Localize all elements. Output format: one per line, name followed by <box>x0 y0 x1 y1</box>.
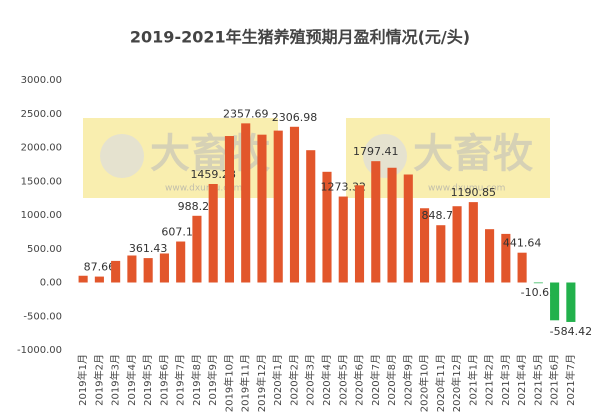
bar <box>387 167 397 283</box>
value-label: 2306.98 <box>272 111 318 124</box>
value-label: 988.27 <box>178 200 217 213</box>
bar <box>354 185 365 283</box>
value-label: -584.42 <box>550 325 592 338</box>
x-tick-label: 2020年5月 <box>336 354 349 406</box>
x-tick-label: 2021年2月 <box>483 354 496 406</box>
x-tick-label: 2021年1月 <box>466 354 479 406</box>
bar <box>371 161 381 283</box>
value-label: 361.43 <box>129 242 168 255</box>
x-tick-label: 2020年3月 <box>304 354 317 406</box>
bar <box>306 150 316 283</box>
value-label: 2357.69 <box>223 107 269 120</box>
y-tick-label: -1000.00 <box>17 345 62 356</box>
value-label: 87.66 <box>84 261 116 274</box>
y-tick-label: 3000.00 <box>21 75 62 86</box>
bar <box>159 253 169 283</box>
bar <box>241 123 251 283</box>
y-tick-label: -500.00 <box>23 311 62 322</box>
x-tick-label: 2020年10月 <box>418 354 431 412</box>
x-tick-label: 2021年7月 <box>564 354 577 406</box>
bar <box>289 126 300 283</box>
value-label: 607.11 <box>161 226 200 239</box>
x-tick-label: 2019年3月 <box>109 354 122 406</box>
bar <box>143 258 153 283</box>
x-tick-label: 2020年12月 <box>450 354 463 412</box>
x-tick-label: 2019年9月 <box>206 354 219 406</box>
x-tick-label: 2019年10月 <box>222 354 235 412</box>
value-label: 1459.28 <box>190 168 236 181</box>
x-tick-label: 2019年5月 <box>141 354 154 406</box>
bar <box>501 233 511 283</box>
x-tick-label: 2019年6月 <box>157 354 170 406</box>
bar <box>517 252 527 283</box>
bar <box>208 183 218 283</box>
x-tick-label: 2019年2月 <box>92 354 105 406</box>
bar <box>436 225 446 283</box>
y-tick-label: 1000.00 <box>21 210 62 221</box>
bar <box>566 282 576 322</box>
bar <box>94 276 104 283</box>
x-tick-label: 2020年8月 <box>385 354 398 406</box>
bar <box>322 171 332 283</box>
x-tick-label: 2020年9月 <box>401 354 414 406</box>
x-tick-label: 2020年6月 <box>353 354 366 406</box>
bar <box>224 136 235 283</box>
bar <box>403 174 413 283</box>
x-tick-label: 2020年4月 <box>320 354 333 406</box>
watermark-url: www.dxumu.com <box>428 184 505 194</box>
bar <box>257 134 267 283</box>
x-tick-label: 2020年2月 <box>287 354 300 406</box>
watermark-url: www.dxumu.com <box>165 184 242 194</box>
bar <box>273 130 283 283</box>
value-label: 1190.85 <box>451 186 497 199</box>
x-tick-label: 2020年7月 <box>369 354 382 406</box>
y-tick-label: 0.00 <box>40 278 62 289</box>
bar <box>452 206 462 283</box>
x-tick-label: 2021年5月 <box>531 354 544 406</box>
x-tick-label: 2021年3月 <box>499 354 512 406</box>
x-tick-label: 2021年4月 <box>515 354 528 406</box>
x-tick-label: 2019年7月 <box>174 354 187 406</box>
bar <box>468 202 478 283</box>
bar <box>338 196 348 283</box>
bar <box>192 215 202 283</box>
y-tick-label: 1500.00 <box>21 176 62 187</box>
bar <box>533 282 543 284</box>
x-tick-label: 2020年11月 <box>434 354 447 412</box>
chart-title: 2019-2021年生猪养殖预期月盈利情况(元/头) <box>130 28 470 47</box>
x-tick-label: 2019年11月 <box>239 354 252 412</box>
x-tick-label: 2019年4月 <box>125 354 138 406</box>
value-label: 1797.41 <box>353 145 399 158</box>
x-tick-label: 2020年1月 <box>271 354 284 406</box>
x-tick-label: 2019年8月 <box>190 354 203 406</box>
bar <box>419 208 430 283</box>
bar <box>111 260 121 283</box>
y-tick-label: 2500.00 <box>21 109 62 120</box>
bar <box>127 255 137 283</box>
bar <box>176 241 186 283</box>
x-tick-label: 2019年12月 <box>255 354 268 412</box>
bar <box>485 229 495 283</box>
value-label: 848.70 <box>422 209 461 222</box>
value-label: -10.65 <box>521 286 556 299</box>
watermark-logo <box>100 134 144 178</box>
watermark-text: 大畜牧 <box>413 131 534 177</box>
y-tick-label: 500.00 <box>27 244 62 255</box>
x-tick-label: 2021年6月 <box>548 354 561 406</box>
value-label: 1273.32 <box>321 181 367 194</box>
value-label: 441.64 <box>503 237 542 250</box>
bar <box>550 282 560 321</box>
y-tick-label: 2000.00 <box>21 143 62 154</box>
bar <box>78 275 88 283</box>
watermark-text: 大畜牧 <box>150 131 271 177</box>
x-tick-label: 2019年1月 <box>76 354 89 406</box>
